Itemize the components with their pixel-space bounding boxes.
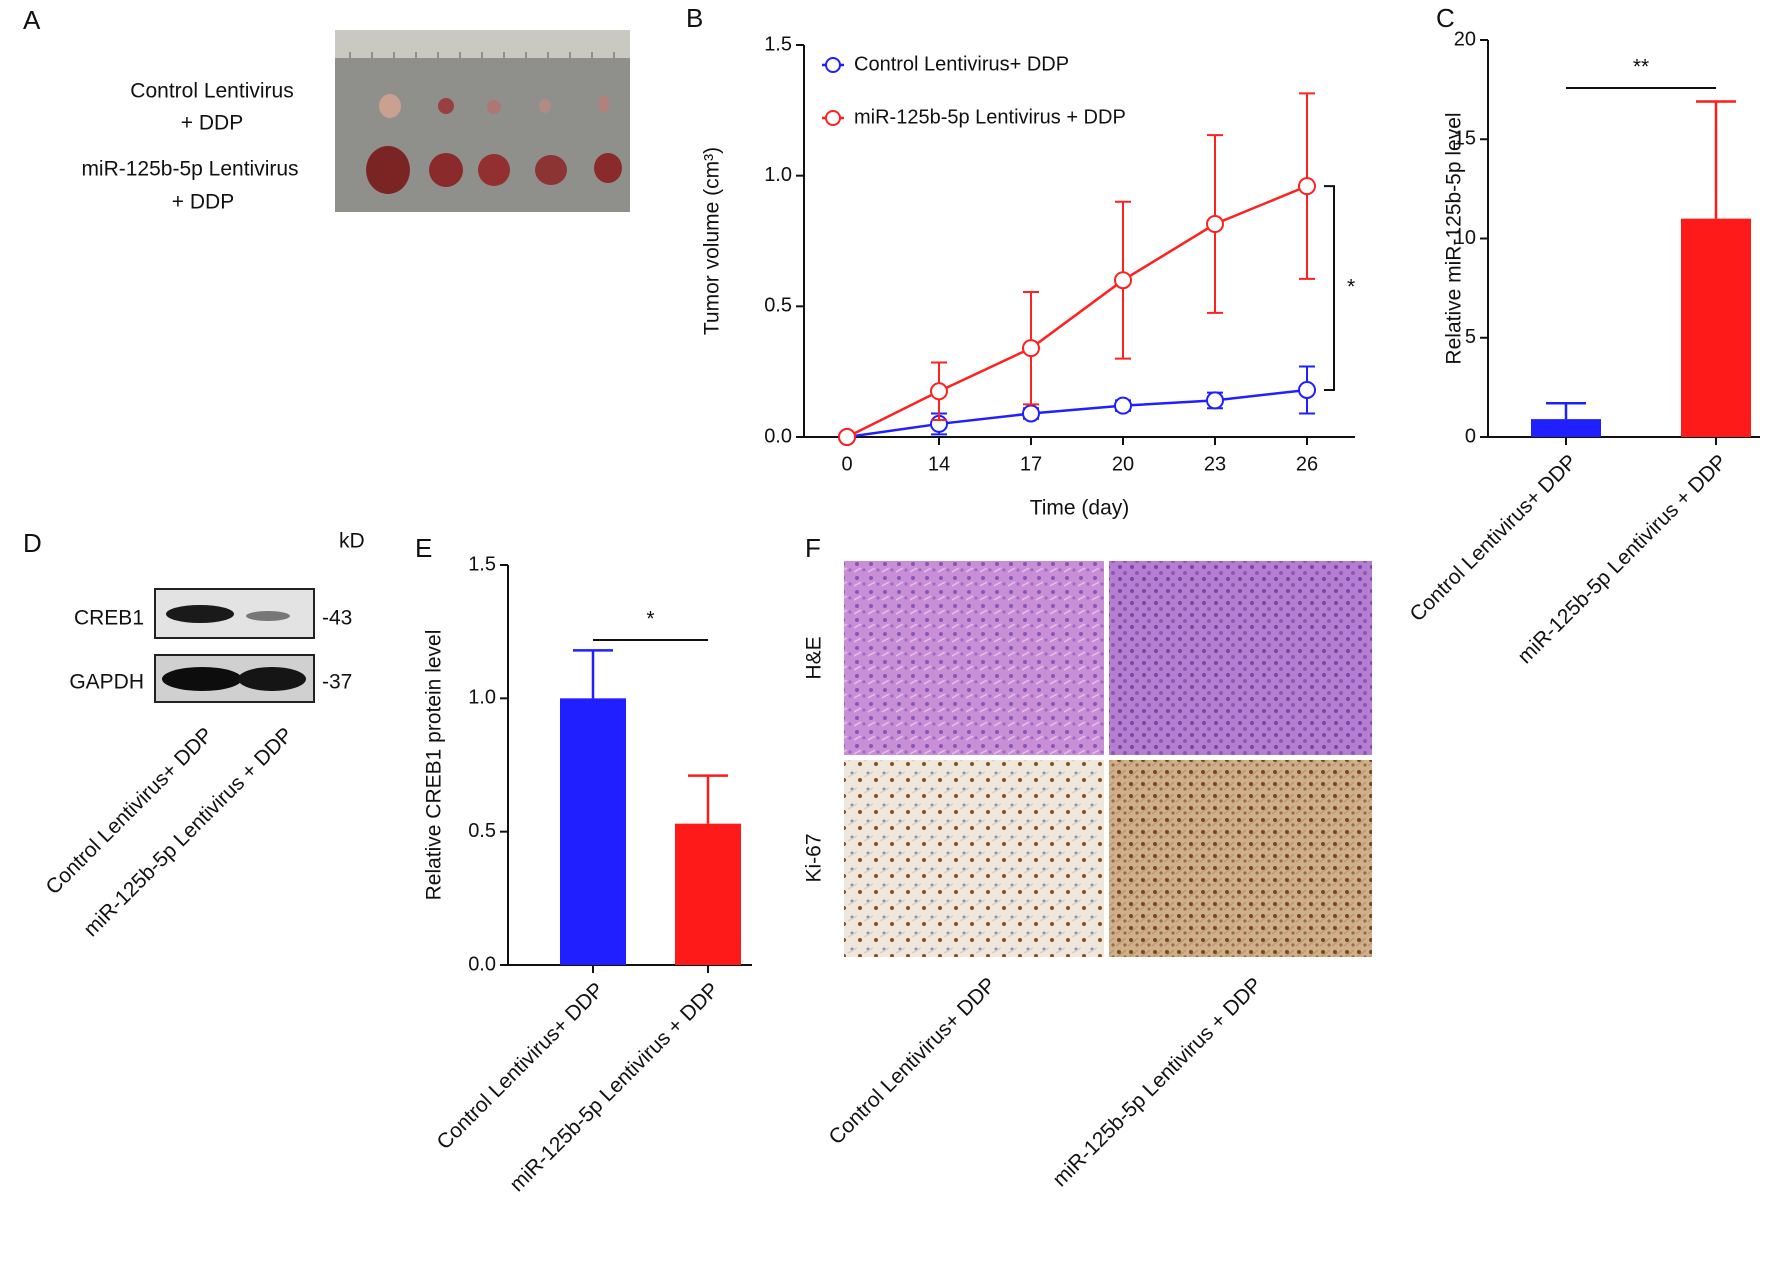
legend-label: Control Lentivirus+ DDP [854,53,1069,75]
panel-label: A [23,5,41,35]
row-label: miR-125b-5p Lentivirus [81,158,298,181]
band-label: GAPDH [69,671,144,694]
y-tick-label: 1.0 [468,687,496,709]
row-label: Control Lentivirus [130,80,293,103]
y-tick-label: 20 [1454,28,1476,50]
x-tick-label: 0 [841,453,852,475]
x-tick-label: 20 [1112,453,1134,475]
significance-label: ** [1633,56,1649,79]
significance-label: * [646,608,654,631]
significance-label: * [1347,276,1355,299]
western-blot [154,588,315,703]
data-point [930,382,948,401]
x-tick-label: 26 [1296,453,1318,475]
row-label: + DDP [172,191,234,214]
bar [560,698,626,965]
row-label: Ki-67 [803,833,826,882]
error-bar [573,649,613,699]
histology-grid [844,561,1372,957]
x-tick-label: miR-125b-5p Lentivirus + DDP [505,978,723,1196]
x-tick-label: 17 [1020,453,1042,475]
data-point [1298,177,1316,196]
error-bar [1696,100,1736,219]
series-line [846,388,1308,439]
bar [675,823,741,965]
marker-label: -43 [322,607,352,630]
y-tick-label: 15 [1454,128,1476,150]
row-label: + DDP [181,112,243,135]
error-bar [688,774,728,824]
y-tick-label: 0.0 [468,953,496,975]
marker-label: -37 [322,671,352,694]
y-tick-label: 0.5 [764,295,792,317]
bar [1681,218,1751,437]
panel-label: B [686,3,703,33]
series-line [846,184,1308,439]
row-label: H&E [803,636,826,679]
y-axis-label: Tumor volume (cm³) [701,147,724,335]
error-bar [1546,402,1586,420]
legend-marker [825,57,841,73]
bar [1531,419,1601,437]
y-tick-label: 1.5 [468,553,496,575]
panel-label: D [23,528,42,558]
y-tick-label: 0 [1465,425,1476,447]
data-point [838,428,856,446]
data-point [1206,391,1224,410]
panel-label: C [1436,3,1455,33]
data-point [1206,215,1224,234]
panel-label: E [415,533,432,563]
x-axis-label: Time (day) [1030,497,1130,520]
x-tick-label: Control Lentivirus+ DDP [1405,450,1581,626]
y-axis-label: Relative CREB1 protein level [423,630,446,901]
y-tick-label: 0.0 [764,425,792,447]
x-tick-label: 23 [1204,453,1226,475]
y-tick-label: 10 [1454,227,1476,249]
data-point [1298,380,1316,399]
lane-label: miR-125b-5p Lentivirus + DDP [1048,973,1266,1191]
x-tick-label: 14 [928,453,950,475]
panel-label: F [805,533,821,563]
data-point [1114,271,1132,290]
y-tick-label: 5 [1465,326,1476,348]
band-label: CREB1 [74,607,144,630]
y-tick-label: 1.5 [764,33,792,55]
significance-bracket [1324,185,1335,391]
data-point [1114,396,1132,415]
y-axis-label: Relative miR-125b-5p level [1443,112,1466,364]
y-tick-label: 1.0 [764,164,792,186]
data-point [1022,404,1040,423]
unit-label: kD [339,530,365,553]
lane-label: Control Lentivirus+ DDP [824,973,1000,1149]
lane-label: Control Lentivirus+ DDP [41,723,217,899]
data-point [1022,339,1040,358]
legend-label: miR-125b-5p Lentivirus + DDP [854,106,1126,128]
y-tick-label: 0.5 [468,820,496,842]
legend-marker [825,110,841,126]
tumor-photo [335,30,630,212]
